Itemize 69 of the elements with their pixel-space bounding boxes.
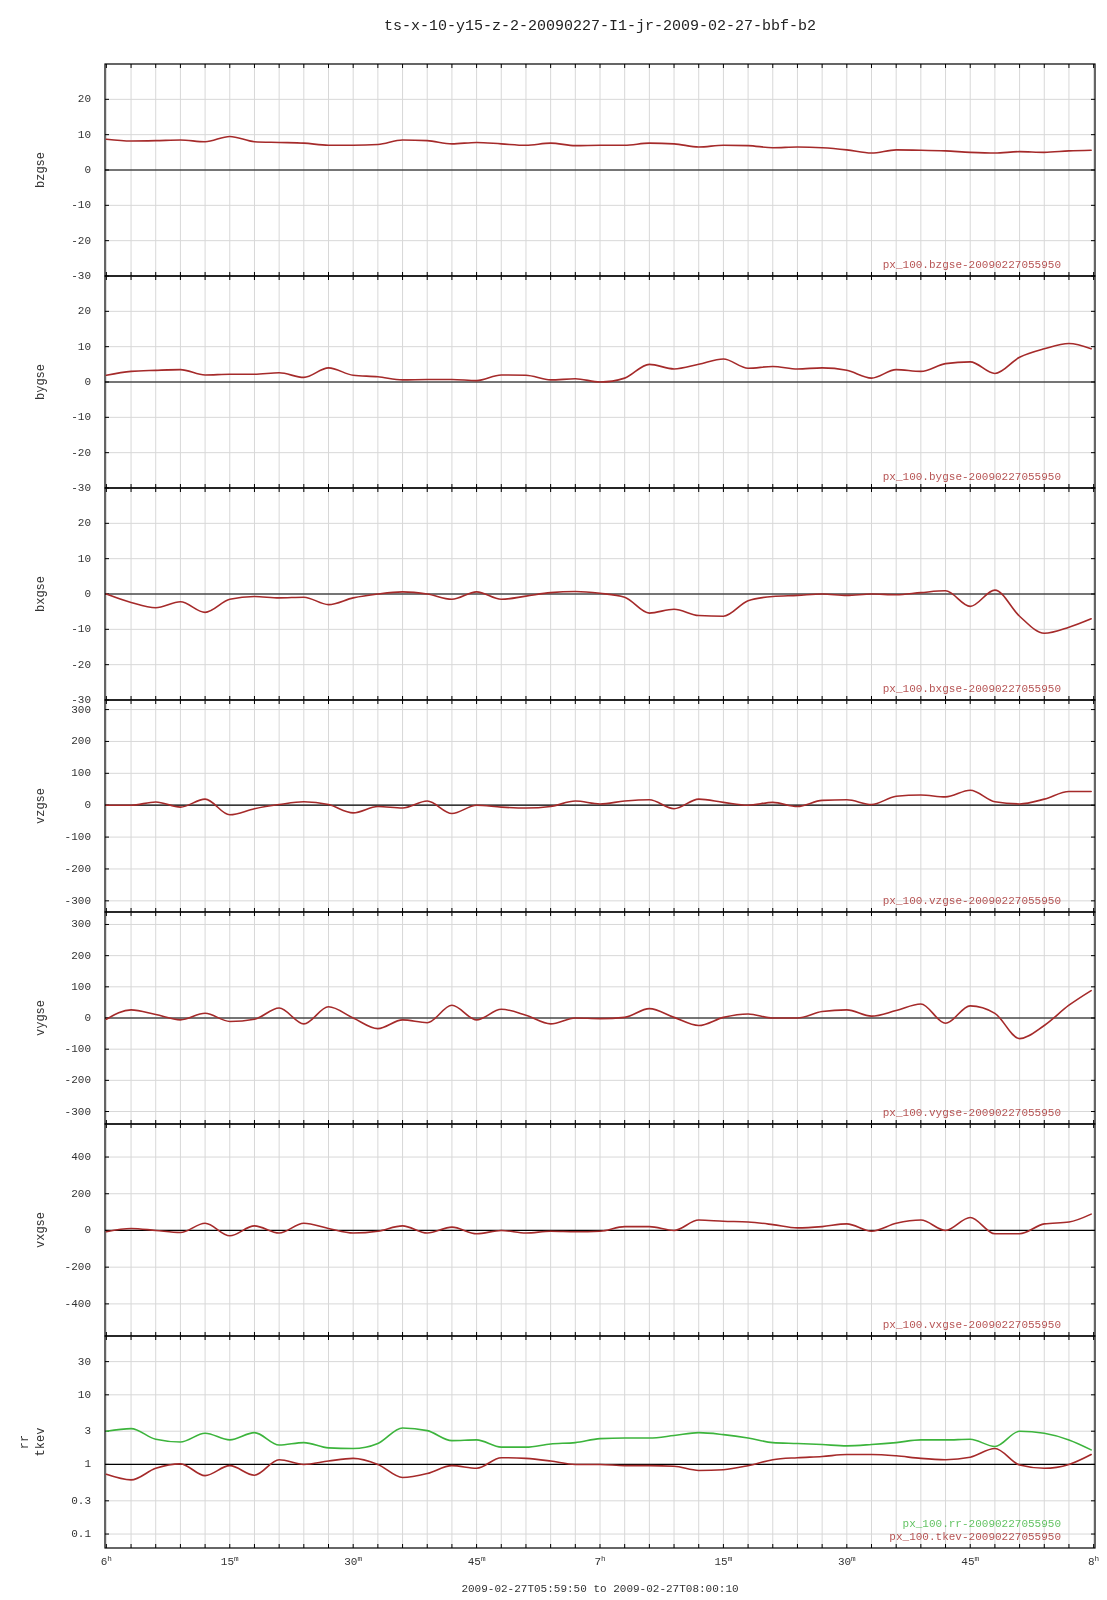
y-tick-label: 20: [77, 93, 91, 106]
y-tick-label: -300: [64, 894, 91, 907]
y-tick-label: -10: [71, 623, 91, 636]
y-tick-label: -20: [71, 658, 91, 671]
annotation: px_100.bygse-20090227055950: [882, 471, 1061, 483]
y-tick-label: -30: [71, 694, 91, 706]
y-axis-title: bygse: [34, 363, 48, 401]
y-axis-title: bxgse: [34, 575, 48, 613]
y-tick-label: 20: [77, 517, 91, 530]
x-tick-label: 45$^{m}$: [467, 1555, 486, 1568]
y-tick-label: 0.3: [71, 1494, 91, 1507]
y-tick-label: -200: [64, 862, 91, 875]
y-tick-label: -100: [64, 1043, 91, 1056]
y-tick-label: -10: [71, 411, 91, 424]
annotation: px_100.bxgse-20090227055950: [882, 683, 1061, 695]
annotation: px_100.bzgse-20090227055950: [882, 259, 1061, 271]
y-tick-label: 200: [71, 949, 91, 962]
y-tick-label: -200: [64, 1261, 91, 1274]
y-tick-label: 1: [84, 1458, 92, 1471]
y-tick-label: 10: [77, 552, 91, 565]
y-tick-label: 10: [77, 1388, 91, 1401]
x-tick-label: 30$^{m}$: [344, 1555, 363, 1568]
y-tick-label: 10: [77, 340, 91, 353]
annotation: px_100.vygse-20090227055950: [882, 1107, 1061, 1119]
y-tick-label: 0: [84, 799, 91, 812]
x-axis-title: 2009-02-27T05:59:50 to 2009-02-27T08:00:10: [461, 1583, 739, 1595]
x-tick-label: 15$^{m}$: [220, 1555, 240, 1568]
y-tick-label: 10: [77, 128, 91, 141]
y-tick-label: 0.1: [71, 1528, 92, 1541]
x-tick-label: 7$^{h}$: [594, 1555, 606, 1568]
y-tick-label: 100: [71, 980, 91, 993]
y-tick-label: 3: [84, 1425, 91, 1438]
y-tick-label: 30: [77, 1355, 91, 1368]
y-tick-label: 400: [71, 1151, 91, 1164]
y-axis-title: bzgse: [34, 151, 48, 189]
y-tick-label: 0: [84, 376, 91, 388]
y-tick-label: -200: [64, 1074, 91, 1087]
annotation: px_100.tkev-20090227055950: [889, 1531, 1061, 1543]
y-tick-label: 300: [71, 918, 91, 931]
annotation: px_100.rr-20090227055950: [902, 1518, 1061, 1530]
y-tick-label: 0: [84, 164, 91, 176]
x-tick-label: 45$^{m}$: [961, 1555, 980, 1568]
x-tick-label: 8$^{h}$: [1088, 1555, 1100, 1568]
chart-title: ts-x-10-y15-z-2-20090227-I1-jr-2009-02-27-bbf-b2: [383, 18, 817, 35]
annotation: px_100.vxgse-20090227055950: [882, 1319, 1061, 1331]
y-tick-label: 0: [84, 1012, 91, 1024]
x-tick-label: 15$^{m}$: [714, 1555, 733, 1568]
y-tick-label: -20: [71, 446, 91, 459]
y-tick-label: -20: [71, 234, 91, 247]
y-tick-label: -30: [71, 482, 91, 494]
y-axis-title: vygse: [34, 999, 48, 1037]
annotation: px_100.vzgse-20090227055950: [882, 895, 1061, 907]
y-tick-label: 20: [77, 305, 91, 318]
x-tick-label: 30$^{m}$: [837, 1555, 857, 1568]
y-tick-label: -10: [71, 199, 91, 212]
x-tick-label: 6$^{h}$: [100, 1555, 112, 1568]
y-axis-title: vxgse: [34, 1211, 48, 1249]
y-tick-label: 0: [84, 588, 91, 600]
y-tick-label: -400: [64, 1297, 91, 1310]
y-tick-label: 200: [71, 1187, 91, 1200]
y-tick-label: 0: [84, 1224, 91, 1237]
y-tick-label: -300: [64, 1105, 91, 1118]
y-tick-label: 100: [71, 767, 91, 780]
y-tick-label: 300: [71, 703, 91, 716]
y-tick-label: 200: [71, 735, 91, 748]
y-tick-label: -30: [71, 270, 91, 282]
y-axis-title: rr tkev: [18, 1427, 48, 1457]
y-tick-label: -100: [64, 831, 91, 844]
y-axis-title: vzgse: [34, 787, 48, 825]
